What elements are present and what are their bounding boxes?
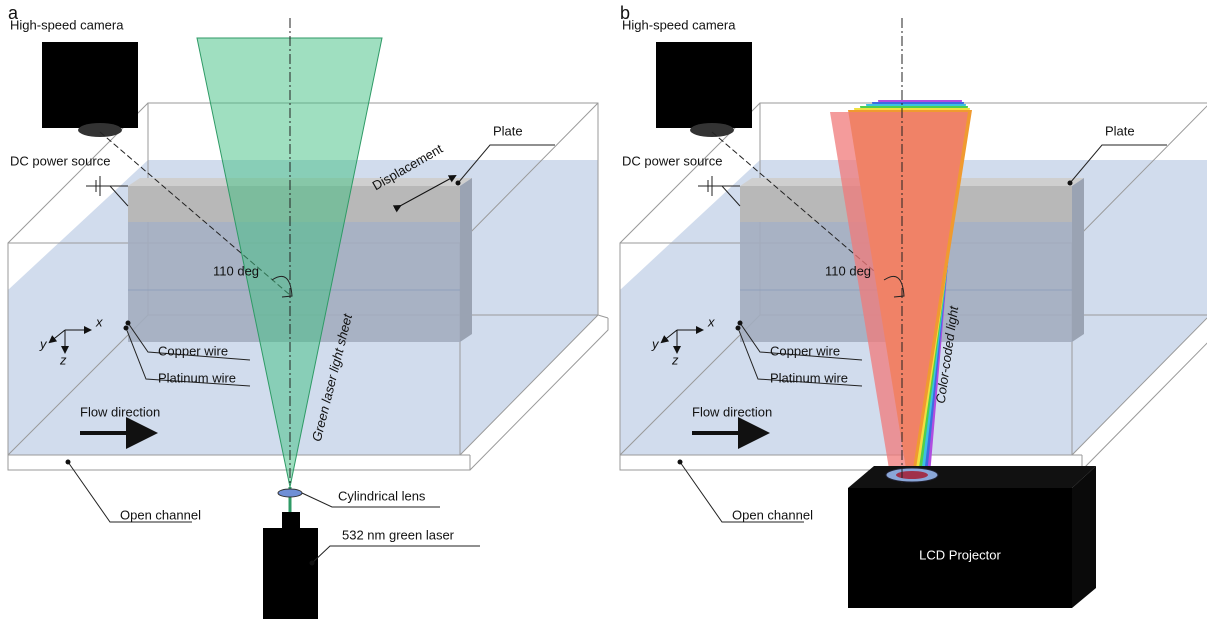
flow-label: Flow direction xyxy=(80,404,160,419)
projector-side xyxy=(1072,466,1096,608)
power-label: DC power source xyxy=(622,153,722,168)
axis-x-label: x xyxy=(95,314,103,329)
axis-z-label: z xyxy=(59,352,67,367)
lens-label: Cylindrical lens xyxy=(338,488,426,503)
projector-top xyxy=(848,466,1096,488)
axis-x-label: x xyxy=(707,314,715,329)
callout-dot xyxy=(66,460,71,465)
plate-label: Plate xyxy=(1105,123,1135,138)
figure: DisplacementCylindrical lens532 nm green… xyxy=(0,0,1207,619)
channel-label: Open channel xyxy=(120,507,201,522)
plate-label: Plate xyxy=(493,123,523,138)
angle-label: 110 deg xyxy=(213,263,259,278)
camera-label: High-speed camera xyxy=(10,17,124,32)
channel-label: Open channel xyxy=(732,507,813,522)
callout-dot xyxy=(736,326,741,331)
copper-label: Copper wire xyxy=(158,343,228,358)
callout-dot xyxy=(738,321,743,326)
laser-label: 532 nm green laser xyxy=(342,527,455,542)
callout-dot xyxy=(678,460,683,465)
power-label: DC power source xyxy=(10,153,110,168)
laser-body xyxy=(263,528,318,619)
lens xyxy=(278,489,302,497)
flow-label: Flow direction xyxy=(692,404,772,419)
platinum-label: Platinum wire xyxy=(158,370,236,385)
camera-lens xyxy=(78,123,122,137)
projector-lens-inner xyxy=(896,471,928,479)
callout-dot xyxy=(124,326,129,331)
angle-label: 110 deg xyxy=(825,263,871,278)
laser-cap xyxy=(282,512,300,530)
copper-label: Copper wire xyxy=(770,343,840,358)
plate-side xyxy=(1072,178,1084,342)
plate-side xyxy=(460,178,472,342)
camera xyxy=(42,42,138,128)
callout-dot xyxy=(1068,181,1073,186)
callout-dot xyxy=(126,321,131,326)
platinum-label: Platinum wire xyxy=(770,370,848,385)
axis-z-label: z xyxy=(671,352,679,367)
camera-lens xyxy=(690,123,734,137)
camera xyxy=(656,42,752,128)
callout-dot xyxy=(310,561,315,566)
callout-dot xyxy=(456,181,461,186)
camera-label: High-speed camera xyxy=(622,17,736,32)
projector-label: LCD Projector xyxy=(919,547,1001,562)
